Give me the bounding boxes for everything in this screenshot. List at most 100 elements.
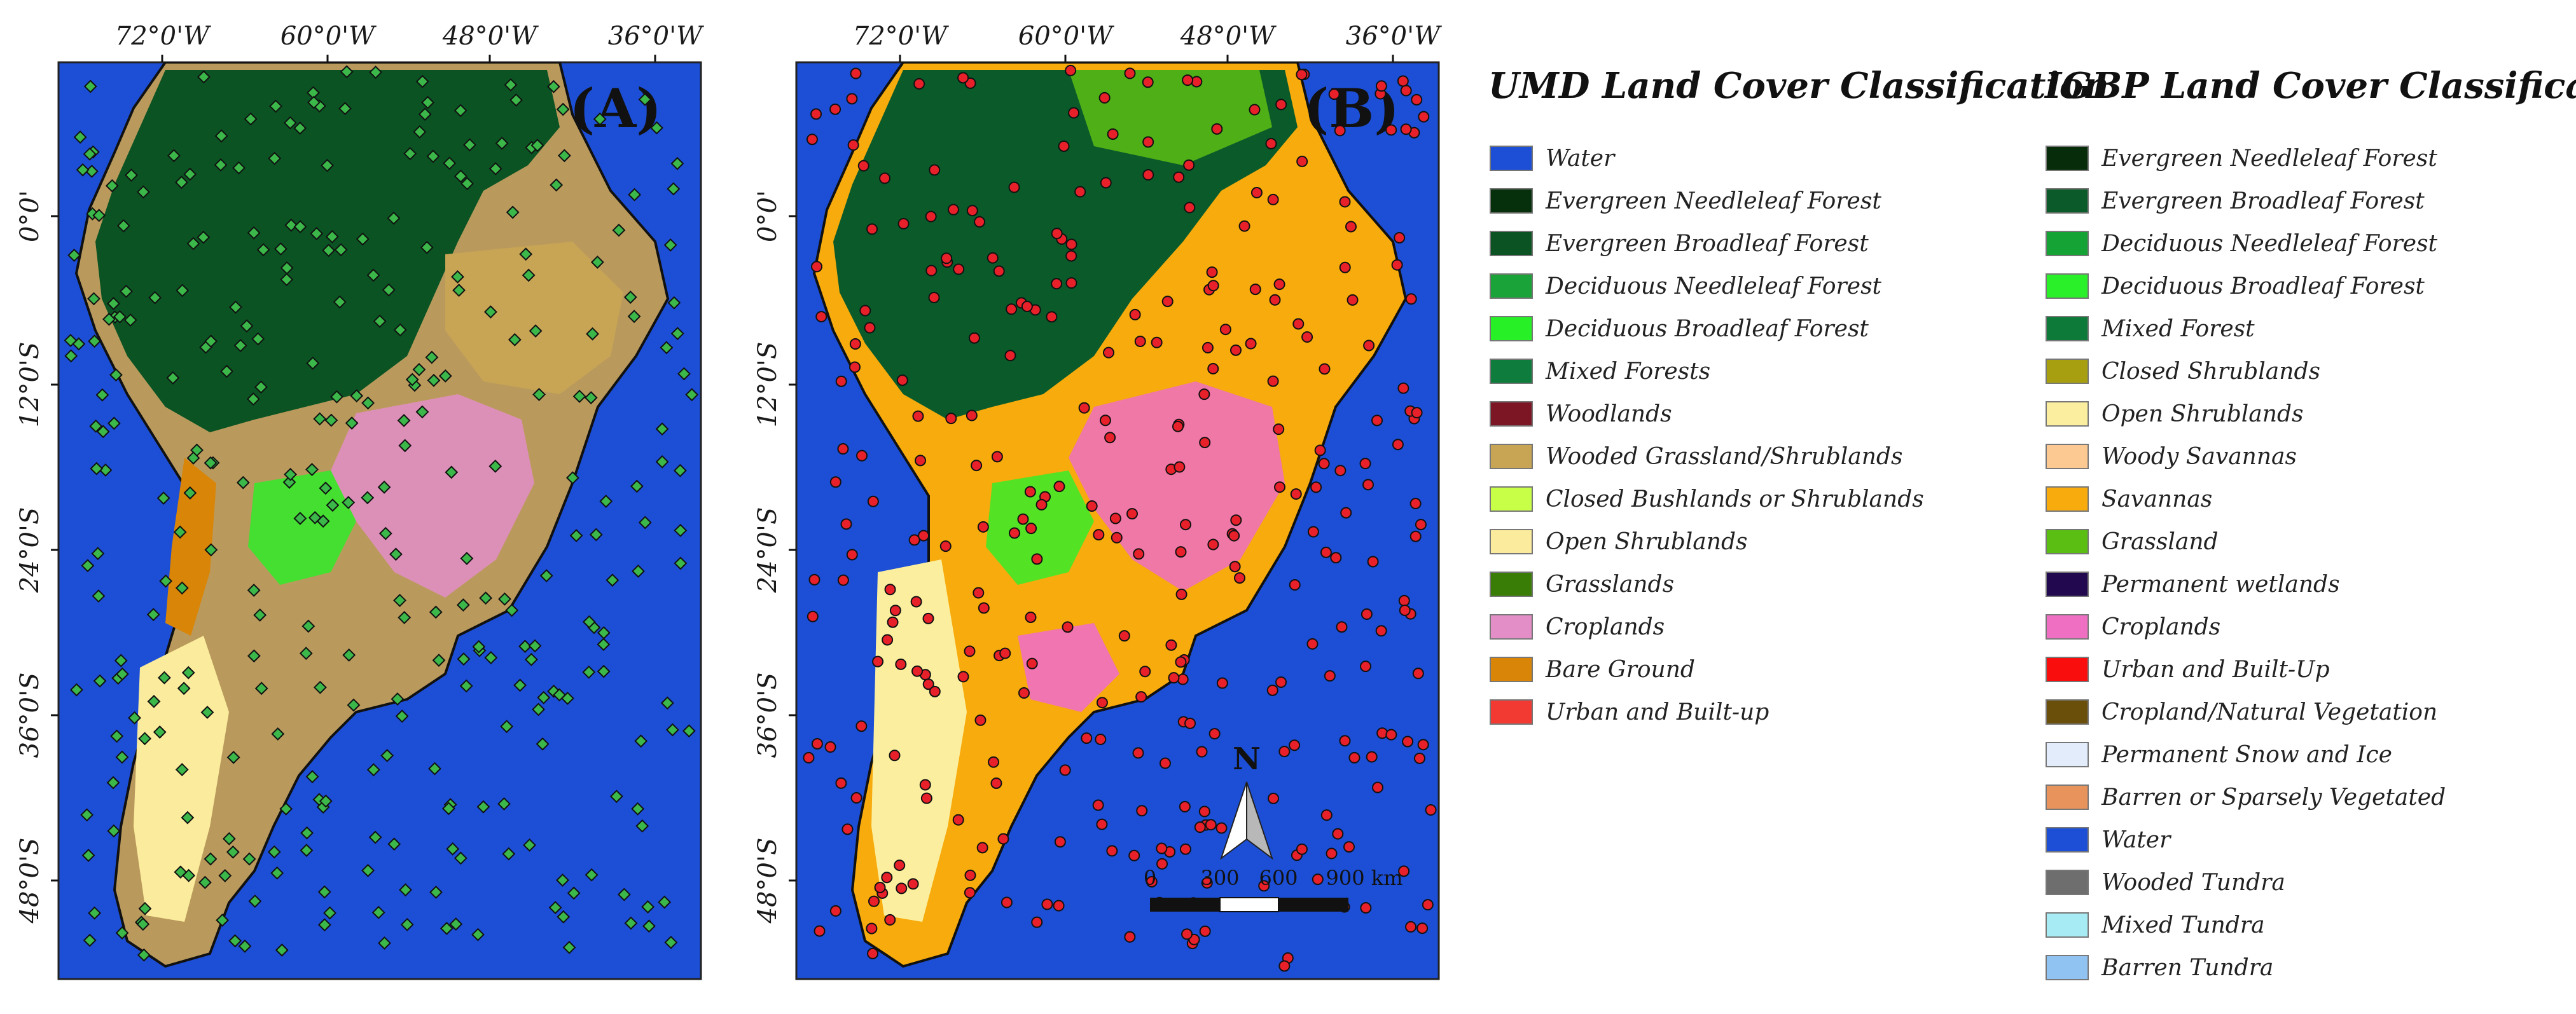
site-marker <box>271 727 285 741</box>
legend-swatch <box>2046 444 2089 469</box>
site-marker <box>670 156 684 170</box>
site-marker <box>233 339 247 352</box>
site-marker <box>864 322 876 334</box>
legend-label: Grassland <box>2102 528 2219 555</box>
legend-swatch <box>1490 231 1533 256</box>
site-marker <box>1207 280 1219 292</box>
site-marker <box>1092 799 1104 811</box>
site-marker <box>280 273 294 287</box>
site-marker <box>529 324 543 338</box>
site-marker <box>1332 828 1344 840</box>
site-marker <box>582 665 596 679</box>
site-marker <box>1074 186 1086 198</box>
site-marker <box>125 168 138 182</box>
legend-item: Woodlands <box>1490 399 1672 429</box>
site-marker <box>317 918 331 932</box>
site-marker <box>953 263 965 275</box>
site-marker <box>632 565 645 578</box>
site-marker <box>1266 684 1278 696</box>
legend-item: Barren or Sparsely Vegetated <box>2046 782 2446 812</box>
site-marker <box>1229 344 1242 356</box>
site-marker <box>1142 76 1154 88</box>
site-marker <box>445 465 459 479</box>
site-marker <box>910 596 922 608</box>
site-marker <box>218 868 232 882</box>
site-marker <box>246 392 260 406</box>
site-marker <box>115 750 129 764</box>
site-marker <box>1024 486 1036 498</box>
site-marker <box>267 845 281 859</box>
site-marker <box>368 830 382 844</box>
site-marker <box>138 732 152 746</box>
latitude-label: 24°0'S <box>753 507 782 594</box>
site-marker <box>539 569 553 583</box>
site-marker <box>976 842 988 854</box>
site-marker <box>857 160 869 172</box>
site-marker <box>673 463 687 477</box>
site-marker <box>115 926 129 940</box>
site-marker <box>214 129 228 143</box>
site-marker <box>1201 877 1213 889</box>
site-marker <box>340 65 354 79</box>
shrubland-region <box>871 559 967 922</box>
site-marker <box>1334 465 1347 477</box>
site-marker <box>284 218 298 232</box>
site-marker <box>1278 746 1291 758</box>
site-marker <box>398 610 412 624</box>
site-marker <box>1320 546 1332 558</box>
site-marker <box>136 917 150 931</box>
site-marker <box>313 680 327 694</box>
site-marker <box>964 645 976 657</box>
site-marker <box>440 921 454 935</box>
site-marker <box>403 147 417 161</box>
site-marker <box>997 833 1009 845</box>
legend-swatch <box>2046 486 2089 512</box>
legend-item: Deciduous Broadleaf Forest <box>2046 271 2425 301</box>
site-marker <box>1267 375 1279 387</box>
site-marker <box>957 671 969 683</box>
site-marker <box>889 605 901 617</box>
site-marker <box>1184 717 1196 729</box>
site-marker <box>107 297 120 310</box>
site-marker <box>867 495 879 507</box>
site-marker <box>325 230 339 243</box>
site-marker <box>1182 74 1194 86</box>
site-marker <box>413 125 427 139</box>
site-marker <box>879 172 891 184</box>
site-marker <box>405 373 419 387</box>
legend-label: Croplands <box>1546 613 1665 640</box>
legend-label: Barren or Sparsely Vegetated <box>2102 784 2446 811</box>
legend-label: Evergreen Broadleaf Forest <box>2102 188 2425 214</box>
site-marker <box>181 666 195 680</box>
site-marker <box>300 826 314 840</box>
site-marker <box>96 425 110 439</box>
site-marker <box>505 603 519 617</box>
site-marker <box>226 750 240 764</box>
site-marker <box>87 292 100 306</box>
site-marker <box>1053 900 1065 912</box>
site-marker <box>497 797 511 811</box>
site-marker <box>1211 123 1223 135</box>
site-marker <box>1100 177 1112 189</box>
map-panel-a: (A) 72°0'W 60°0'W 48°0'W 36°0'W 0°0' 12°0'S 24… <box>0 0 719 1014</box>
site-marker <box>310 227 324 240</box>
site-marker <box>88 334 101 348</box>
site-marker <box>557 910 571 924</box>
bright-forest-region <box>248 470 356 585</box>
site-marker <box>1347 294 1359 306</box>
legend-label: Deciduous Broadleaf Forest <box>1546 315 1869 342</box>
site-marker <box>835 375 847 387</box>
site-marker <box>393 593 406 607</box>
site-marker <box>1229 561 1241 573</box>
site-marker <box>641 900 654 914</box>
site-marker <box>460 551 474 565</box>
site-marker <box>634 734 648 748</box>
site-marker <box>484 651 498 664</box>
site-marker <box>889 750 901 762</box>
site-marker <box>1371 781 1383 793</box>
site-marker <box>677 367 691 381</box>
site-marker <box>438 369 452 383</box>
legend-label: Deciduous Broadleaf Forest <box>2102 273 2425 299</box>
scale-tick: 300 <box>1200 866 1239 890</box>
site-marker <box>674 556 688 570</box>
